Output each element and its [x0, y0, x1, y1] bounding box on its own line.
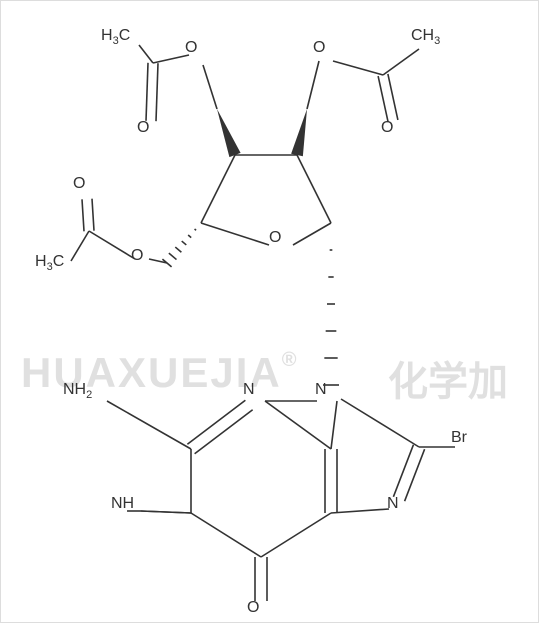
atom-label-o_ring: O	[269, 229, 281, 247]
atom-label-o_tr: O	[313, 39, 325, 57]
atom-label-ch3_tr: CH3	[411, 27, 440, 47]
atom-label-o_l_db: O	[73, 175, 85, 193]
atom-label-br: Br	[451, 429, 467, 447]
atom-label-n1: N	[243, 381, 255, 399]
atom-label-o_tr_db: O	[381, 119, 393, 137]
atom-label-o_tl: O	[185, 39, 197, 57]
atom-label-o_l: O	[131, 247, 143, 265]
atom-label-n7: N	[387, 495, 399, 513]
atom-label-nh2: NH2	[63, 381, 92, 401]
atom-label-n9: N	[315, 381, 327, 399]
structure-svg	[1, 1, 539, 623]
atom-label-o_bot: O	[247, 599, 259, 617]
atom-label-h3c_l: H3C	[35, 253, 64, 273]
atom-label-nh: NH	[111, 495, 134, 513]
atom-label-ch3_tl: H3C	[101, 27, 130, 47]
atom-label-o_tl_db: O	[137, 119, 149, 137]
